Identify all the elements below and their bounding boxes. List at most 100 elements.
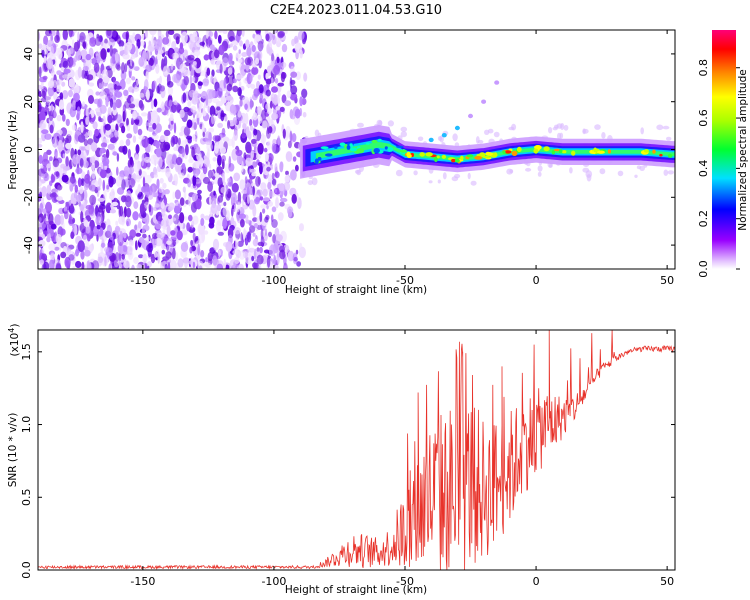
noise-blob	[203, 230, 209, 235]
noise-blob	[109, 234, 114, 241]
noise-blob	[87, 130, 93, 137]
noise-blob	[262, 208, 266, 214]
snr-data	[38, 330, 675, 570]
spectrogram-data	[38, 30, 675, 269]
noise-blob	[48, 243, 56, 251]
noise-blob	[249, 168, 256, 173]
noise-blob	[156, 85, 160, 94]
noise-blob	[227, 120, 231, 129]
noise-blob	[197, 81, 203, 86]
noise-blob	[508, 126, 515, 131]
noise-blob	[291, 193, 297, 204]
noise-blob	[38, 66, 42, 78]
noise-blob	[212, 157, 217, 162]
noise-blob	[107, 143, 115, 150]
noise-blob	[82, 101, 85, 107]
noise-blob	[256, 224, 263, 230]
noise-blob	[556, 123, 563, 129]
noise-blob	[169, 259, 177, 269]
noise-blob	[134, 119, 140, 126]
noise-blob	[65, 142, 72, 150]
x-tick-label: -150	[130, 575, 155, 588]
noise-blob	[99, 91, 108, 100]
snr-panel: -150 -100 -50 0 50 0.0 0.5 1.0 1.5 Height of st…	[7, 324, 676, 596]
noise-blob	[122, 145, 128, 155]
noise-blob	[98, 177, 102, 188]
noise-blob	[167, 85, 173, 96]
noise-blob	[43, 107, 50, 113]
noise-blob	[89, 37, 97, 47]
noise-blob	[160, 201, 165, 209]
noise-blob	[61, 174, 69, 183]
noise-blob	[179, 197, 185, 206]
noise-blob	[285, 151, 293, 162]
noise-blob	[266, 255, 271, 268]
noise-blob	[210, 203, 218, 214]
noise-blob	[142, 50, 148, 63]
noise-blob	[170, 63, 174, 71]
noise-blob	[155, 63, 160, 74]
signal-blob	[356, 148, 365, 154]
noise-blob	[138, 254, 144, 259]
noise-blob	[104, 164, 108, 170]
noise-blob	[106, 184, 110, 190]
noise-blob	[182, 186, 186, 193]
noise-blob	[582, 167, 590, 173]
noise-blob	[121, 62, 125, 74]
noise-blob	[267, 153, 274, 163]
noise-blob	[177, 203, 181, 211]
noise-blob	[239, 179, 246, 191]
noise-blob	[183, 75, 189, 86]
noise-blob	[100, 142, 108, 148]
noise-blob	[284, 100, 292, 107]
noise-blob	[437, 179, 441, 184]
noise-blob	[241, 52, 248, 57]
noise-blob	[249, 125, 254, 131]
noise-blob	[245, 219, 251, 224]
noise-blob	[43, 55, 47, 64]
noise-blob	[241, 199, 245, 207]
noise-blob	[173, 33, 181, 40]
noise-blob	[238, 81, 242, 87]
branch-point	[441, 133, 447, 138]
noise-blob	[224, 115, 228, 122]
noise-blob	[130, 56, 133, 67]
noise-blob	[256, 106, 262, 115]
noise-blob	[354, 169, 361, 174]
noise-blob	[264, 152, 269, 162]
noise-blob	[80, 210, 84, 223]
noise-blob	[77, 66, 82, 79]
noise-blob	[289, 92, 298, 101]
noise-blob	[227, 177, 232, 183]
noise-blob	[395, 169, 403, 177]
noise-blob	[108, 263, 112, 269]
noise-blob	[88, 95, 94, 104]
signal-blob	[387, 147, 394, 152]
noise-blob	[118, 216, 126, 225]
noise-blob	[216, 219, 224, 226]
noise-blob	[238, 58, 243, 64]
noise-blob	[57, 140, 64, 152]
noise-blob	[105, 205, 111, 214]
noise-blob	[200, 213, 205, 220]
noise-blob	[302, 111, 307, 118]
noise-blob	[77, 149, 82, 156]
noise-blob	[38, 31, 41, 42]
noise-blob	[102, 42, 110, 49]
noise-blob	[257, 241, 264, 247]
noise-blob	[200, 218, 205, 226]
noise-blob	[247, 231, 252, 243]
noise-blob	[400, 131, 407, 138]
noise-blob	[274, 188, 277, 193]
x-tick-label: -50	[396, 274, 414, 287]
noise-blob	[116, 153, 120, 162]
noise-blob	[137, 128, 143, 136]
noise-blob	[133, 162, 140, 173]
noise-blob	[274, 163, 278, 174]
spectrogram-panel: -150 -100 -50 0 50 -40 -20 0 20 40 Height of str…	[7, 29, 676, 296]
colorbar-tick-label: 0.8	[697, 59, 710, 77]
noise-blob	[183, 49, 188, 56]
noise-blob	[115, 98, 122, 109]
noise-blob	[263, 147, 268, 153]
noise-blob	[144, 79, 149, 91]
